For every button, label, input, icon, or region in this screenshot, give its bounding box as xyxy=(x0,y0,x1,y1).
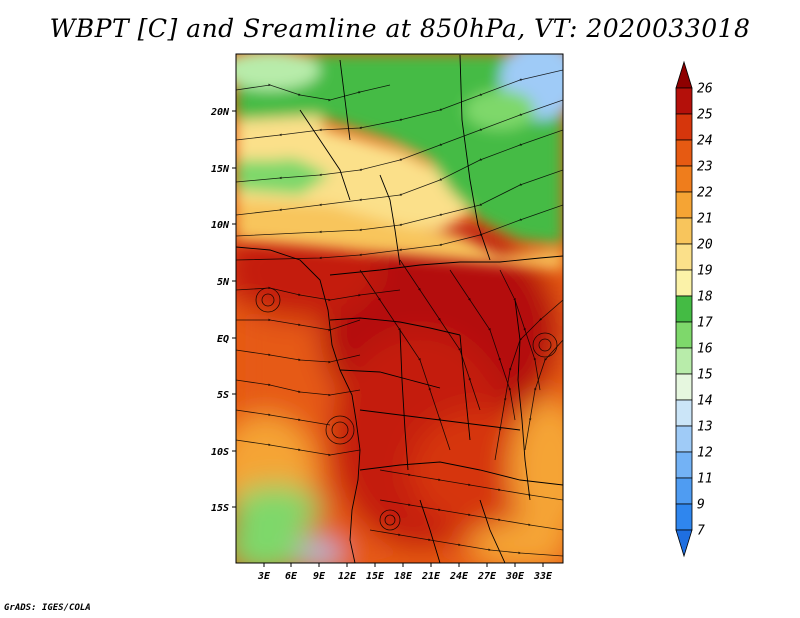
footer-credit: GrADS: IGES/COLA xyxy=(4,603,91,613)
lon-label-21e: 21E xyxy=(421,571,441,582)
map-title: WBPT [C] and Sreamline at 850hPa, VT: 20… xyxy=(49,14,751,43)
colorbar-level-label: 9 xyxy=(697,498,705,513)
colorbar-legend: 26 25 24 23 22 21 20 19 18 17 16 15 14 13 12 11 9 7 xyxy=(675,60,713,558)
wbpt-shaded-field xyxy=(236,54,563,563)
lon-label-33e: 33E xyxy=(533,571,553,582)
lat-label-15s: 15S xyxy=(211,503,229,514)
colorbar-segment xyxy=(675,269,693,297)
lon-label-30e: 30E xyxy=(505,571,525,582)
longitude-axis: 3E 6E 9E 12E 15E 18E 21E 24E 27E 30E 33E xyxy=(257,563,553,582)
lon-label-27e: 27E xyxy=(477,571,497,582)
colorbar-level-label: 18 xyxy=(697,290,713,305)
colorbar-segment xyxy=(675,87,693,115)
colorbar-level-label: 14 xyxy=(697,394,713,409)
colorbar-segment xyxy=(675,529,693,558)
lat-label-15n: 15N xyxy=(211,164,230,175)
lon-label-12e: 12E xyxy=(338,571,357,582)
colorbar-segment xyxy=(675,451,693,479)
colorbar-level-label: 17 xyxy=(697,316,713,331)
colorbar-segment xyxy=(675,503,693,531)
lat-label-5s: 5S xyxy=(217,390,229,401)
lon-label-24e: 24E xyxy=(449,571,469,582)
colorbar-segment xyxy=(675,347,693,375)
colorbar-level-label: 26 xyxy=(697,82,713,97)
lon-label-15e: 15E xyxy=(366,571,385,582)
colorbar-segment xyxy=(675,113,693,141)
colorbar-level-label: 13 xyxy=(697,420,713,435)
lon-label-18e: 18E xyxy=(394,571,413,582)
colorbar-level-label: 11 xyxy=(697,472,713,487)
colorbar-level-label: 7 xyxy=(697,524,705,539)
streamlines xyxy=(236,69,563,557)
lon-label-6e: 6E xyxy=(285,571,298,582)
lat-label-20n: 20N xyxy=(210,107,230,118)
lon-label-9e: 9E xyxy=(313,571,326,582)
lat-label-5n: 5N xyxy=(217,277,230,288)
lat-label-10s: 10S xyxy=(211,447,229,458)
colorbar-level-label: 15 xyxy=(697,368,713,383)
colorbar-segment xyxy=(675,321,693,349)
colorbar-level-label: 23 xyxy=(697,160,713,175)
country-borders xyxy=(236,54,563,563)
colorbar-segment xyxy=(675,243,693,271)
colorbar-segment xyxy=(675,60,693,89)
colorbar-segment xyxy=(675,217,693,245)
colorbar-segment xyxy=(675,477,693,505)
colorbar-level-label: 24 xyxy=(697,134,713,149)
colorbar-level-label: 16 xyxy=(697,342,713,357)
colorbar-segment xyxy=(675,295,693,323)
latitude-axis: 20N 15N 10N 5N EQ 5S 10S 15S xyxy=(210,107,236,514)
map-frame xyxy=(235,53,564,564)
colorbar-segment xyxy=(675,139,693,167)
colorbar-level-label: 20 xyxy=(697,238,713,253)
colorbar-level-label: 22 xyxy=(697,186,713,201)
colorbar-segment xyxy=(675,191,693,219)
colorbar-level-label: 19 xyxy=(697,264,713,279)
colorbar-segment xyxy=(675,425,693,453)
lat-label-eq: EQ xyxy=(217,334,229,345)
colorbar-level-label: 12 xyxy=(697,446,713,461)
lon-label-3e: 3E xyxy=(257,571,271,582)
colorbar-level-label: 25 xyxy=(697,108,713,123)
colorbar-level-label: 21 xyxy=(697,212,713,227)
lat-label-10n: 10N xyxy=(211,220,230,231)
colorbar-segment xyxy=(675,373,693,401)
colorbar-segment xyxy=(675,165,693,193)
colorbar-segment xyxy=(675,399,693,427)
